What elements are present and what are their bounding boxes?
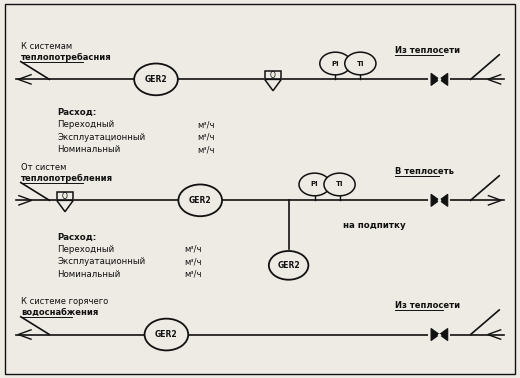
Text: теплопотребления: теплопотребления xyxy=(21,174,113,183)
Polygon shape xyxy=(428,327,450,342)
Circle shape xyxy=(299,173,330,196)
Circle shape xyxy=(320,52,351,75)
Polygon shape xyxy=(431,73,439,85)
Polygon shape xyxy=(57,200,73,212)
Text: Расход:: Расход: xyxy=(57,108,96,117)
Polygon shape xyxy=(439,194,448,206)
Text: От систем: От систем xyxy=(21,163,66,172)
Text: м³/ч: м³/ч xyxy=(185,245,202,254)
Polygon shape xyxy=(428,193,450,208)
Polygon shape xyxy=(265,79,281,91)
Text: теплопотребасния: теплопотребасния xyxy=(21,53,112,62)
Text: м³/ч: м³/ч xyxy=(185,257,202,266)
Circle shape xyxy=(145,319,188,350)
Text: на подпитку: на подпитку xyxy=(343,221,406,230)
Circle shape xyxy=(345,52,376,75)
Text: TI: TI xyxy=(357,60,364,67)
Text: В теплосеть: В теплосеть xyxy=(395,167,454,176)
Text: Эксплуатационный: Эксплуатационный xyxy=(57,257,146,266)
Circle shape xyxy=(269,251,308,280)
Text: Переходный: Переходный xyxy=(57,245,114,254)
Text: водоснабжения: водоснабжения xyxy=(21,308,98,317)
Text: Расход:: Расход: xyxy=(57,232,96,242)
Text: Из теплосети: Из теплосети xyxy=(395,46,460,55)
Text: GER2: GER2 xyxy=(145,75,167,84)
Text: О: О xyxy=(270,71,276,80)
Text: Из теплосети: Из теплосети xyxy=(395,301,460,310)
Text: м³/ч: м³/ч xyxy=(198,120,215,129)
Text: Переходный: Переходный xyxy=(57,120,114,129)
Polygon shape xyxy=(56,191,74,212)
Text: TI: TI xyxy=(336,181,343,187)
Polygon shape xyxy=(265,71,281,79)
Text: PI: PI xyxy=(311,181,318,187)
Text: PI: PI xyxy=(332,60,339,67)
Polygon shape xyxy=(431,194,439,206)
Text: К системе горячего: К системе горячего xyxy=(21,297,108,306)
Text: м³/ч: м³/ч xyxy=(198,133,215,142)
Circle shape xyxy=(178,184,222,216)
Polygon shape xyxy=(439,73,448,85)
Polygon shape xyxy=(431,328,439,341)
Circle shape xyxy=(324,173,355,196)
Polygon shape xyxy=(57,192,73,200)
Polygon shape xyxy=(428,72,450,87)
Text: Номинальный: Номинальный xyxy=(57,145,121,154)
Text: GER2: GER2 xyxy=(155,330,178,339)
Polygon shape xyxy=(439,328,448,341)
Text: GER2: GER2 xyxy=(189,196,212,205)
Circle shape xyxy=(134,64,178,95)
Text: м³/ч: м³/ч xyxy=(198,145,215,154)
Text: К системам: К системам xyxy=(21,42,72,51)
Text: О: О xyxy=(62,192,68,201)
Text: м³/ч: м³/ч xyxy=(185,270,202,279)
Text: GER2: GER2 xyxy=(277,261,300,270)
Polygon shape xyxy=(264,70,282,91)
Text: Эксплуатационный: Эксплуатационный xyxy=(57,133,146,142)
Text: Номинальный: Номинальный xyxy=(57,270,121,279)
